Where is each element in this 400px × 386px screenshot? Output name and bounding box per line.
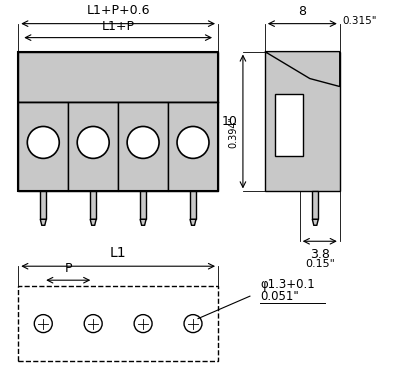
Bar [168,102,218,191]
Polygon shape [140,219,146,225]
Bar [265,52,340,191]
Polygon shape [265,52,340,86]
Text: 0.051": 0.051" [260,290,299,303]
Polygon shape [190,219,196,225]
Bar [40,191,46,219]
Circle shape [127,127,159,158]
Bar [312,191,318,219]
Text: 0.394": 0.394" [228,117,238,149]
Text: φ1.3+0.1: φ1.3+0.1 [260,278,315,291]
Circle shape [184,315,202,333]
Circle shape [27,127,59,158]
Bar [190,191,196,219]
Text: 10: 10 [222,115,238,128]
Text: P: P [64,262,72,275]
Bar [18,286,218,361]
Bar [18,52,218,191]
Bar [90,191,96,219]
Bar [68,102,118,191]
Circle shape [134,315,152,333]
Circle shape [84,315,102,333]
Text: 3.8: 3.8 [310,248,330,261]
Circle shape [77,127,109,158]
Text: 0.15": 0.15" [305,259,335,269]
Text: L1: L1 [110,246,126,260]
Text: L1+P: L1+P [102,20,135,33]
Polygon shape [40,219,46,225]
Polygon shape [90,219,96,225]
Text: L1+P+0.6: L1+P+0.6 [86,3,150,17]
Polygon shape [312,219,318,225]
Bar [118,102,168,191]
Bar [140,191,146,219]
Text: 0.315": 0.315" [343,16,377,25]
Circle shape [34,315,52,333]
Circle shape [177,127,209,158]
Bar [18,52,218,102]
Bar [275,93,303,156]
Text: 8: 8 [298,5,306,18]
Bar [18,102,68,191]
